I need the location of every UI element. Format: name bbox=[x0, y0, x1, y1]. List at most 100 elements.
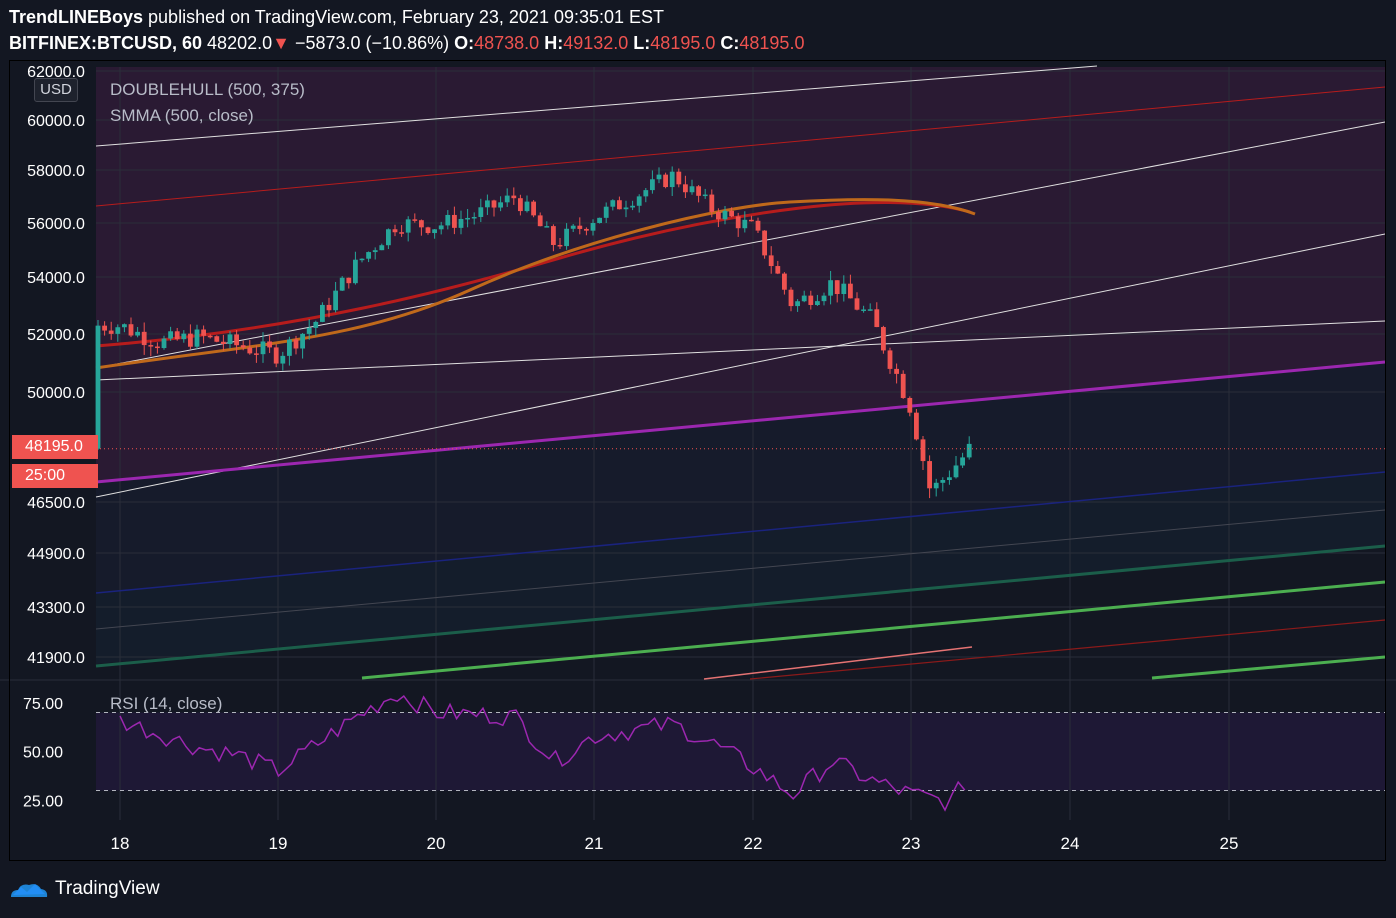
currency-label[interactable]: USD bbox=[34, 78, 78, 102]
candle-body bbox=[174, 331, 180, 340]
candle bbox=[577, 217, 583, 235]
candle-body bbox=[808, 295, 814, 305]
candle-body bbox=[729, 210, 734, 217]
candle bbox=[966, 436, 972, 460]
price-tick-label: 56000.0 bbox=[27, 216, 85, 233]
time-tick-label: 25 bbox=[1220, 834, 1239, 853]
candle-body bbox=[927, 461, 932, 489]
candle bbox=[392, 224, 398, 237]
candles bbox=[95, 166, 972, 499]
candle bbox=[306, 319, 312, 340]
candle bbox=[221, 334, 226, 351]
candle bbox=[735, 212, 741, 237]
candle-body bbox=[709, 194, 715, 212]
candle bbox=[141, 322, 147, 355]
time-tick-label: 20 bbox=[427, 834, 446, 853]
author-name[interactable]: TrendLINEBoys bbox=[9, 7, 144, 27]
candle bbox=[386, 228, 391, 250]
candle bbox=[881, 325, 886, 354]
candle-body bbox=[432, 229, 437, 234]
candle bbox=[353, 251, 358, 285]
candle bbox=[531, 200, 536, 218]
doublehull-legend[interactable]: DOUBLEHULL (500, 375) bbox=[110, 80, 305, 99]
candle bbox=[742, 211, 748, 233]
candle bbox=[339, 276, 345, 292]
candle bbox=[570, 223, 576, 233]
candle-body bbox=[148, 345, 154, 347]
low-value: 48195.0 bbox=[650, 33, 716, 53]
candle bbox=[940, 477, 946, 492]
candle bbox=[650, 170, 655, 194]
candle-body bbox=[775, 266, 781, 274]
candle-body bbox=[828, 280, 833, 296]
trend-line bbox=[361, 580, 1386, 680]
price-tick-label: 52000.0 bbox=[27, 327, 85, 344]
candle bbox=[524, 195, 530, 213]
candle-body bbox=[445, 214, 451, 226]
candle-body bbox=[333, 290, 338, 311]
candle bbox=[452, 206, 457, 235]
price-tick-label: 60000.0 bbox=[27, 113, 85, 130]
tradingview-cloud-icon bbox=[11, 884, 48, 897]
candle-body bbox=[405, 219, 411, 233]
candle-body bbox=[181, 333, 187, 340]
candle bbox=[320, 302, 325, 323]
candle bbox=[933, 478, 939, 497]
trend-line bbox=[95, 233, 1386, 498]
candle bbox=[544, 221, 550, 228]
candle bbox=[366, 251, 371, 263]
candle-body bbox=[768, 255, 774, 267]
candle bbox=[564, 223, 569, 250]
candle-body bbox=[815, 301, 820, 305]
candle-body bbox=[900, 373, 906, 398]
price-tick-label: 46500.0 bbox=[27, 495, 85, 512]
trend-line bbox=[95, 544, 1386, 668]
candle bbox=[260, 332, 266, 363]
candle-body bbox=[966, 443, 972, 458]
price-tick-label: 43300.0 bbox=[27, 600, 85, 617]
candle bbox=[782, 272, 787, 295]
chart-frame bbox=[9, 60, 1386, 861]
candle-body bbox=[247, 347, 253, 354]
candle-body bbox=[696, 186, 701, 196]
candle-body bbox=[339, 277, 345, 291]
candle bbox=[485, 194, 490, 215]
smma-legend[interactable]: SMMA (500, close) bbox=[110, 106, 254, 125]
candle bbox=[947, 470, 952, 485]
candle-body bbox=[953, 465, 959, 478]
candle-body bbox=[881, 327, 886, 351]
price-tick-label: 50000.0 bbox=[27, 385, 85, 402]
candle bbox=[636, 194, 642, 213]
candle bbox=[240, 340, 246, 351]
candle-body bbox=[227, 334, 233, 344]
candle-body bbox=[537, 215, 543, 227]
candle bbox=[828, 270, 833, 305]
candle bbox=[432, 229, 437, 239]
candle-body bbox=[122, 324, 127, 328]
price-tick-label: 41900.0 bbox=[27, 650, 85, 667]
candle bbox=[471, 212, 477, 225]
candle-body bbox=[95, 325, 101, 449]
candle-body bbox=[465, 217, 470, 220]
candle-body bbox=[894, 368, 899, 374]
candle bbox=[161, 335, 167, 350]
rsi-tick-label: 75.00 bbox=[23, 696, 63, 713]
price-change: −5873.0 (−10.86%) bbox=[294, 33, 450, 53]
candle-body bbox=[359, 258, 365, 261]
tradingview-logo[interactable]: TradingView bbox=[9, 878, 160, 900]
time-tick-label: 24 bbox=[1061, 834, 1080, 853]
candle-body bbox=[102, 325, 107, 331]
candle bbox=[425, 226, 431, 235]
candle bbox=[808, 290, 814, 310]
down-arrow-icon: ▼ bbox=[272, 33, 290, 53]
candle-body bbox=[108, 330, 114, 334]
last-price: 48202.0 bbox=[207, 33, 273, 53]
candle-body bbox=[346, 277, 352, 284]
rsi-legend[interactable]: RSI (14, close) bbox=[110, 694, 223, 713]
candle bbox=[722, 205, 728, 225]
rsi-tick-label: 25.00 bbox=[23, 793, 63, 810]
candle-body bbox=[168, 331, 173, 339]
time-tick-label: 23 bbox=[902, 834, 921, 853]
candle-body bbox=[907, 397, 913, 413]
